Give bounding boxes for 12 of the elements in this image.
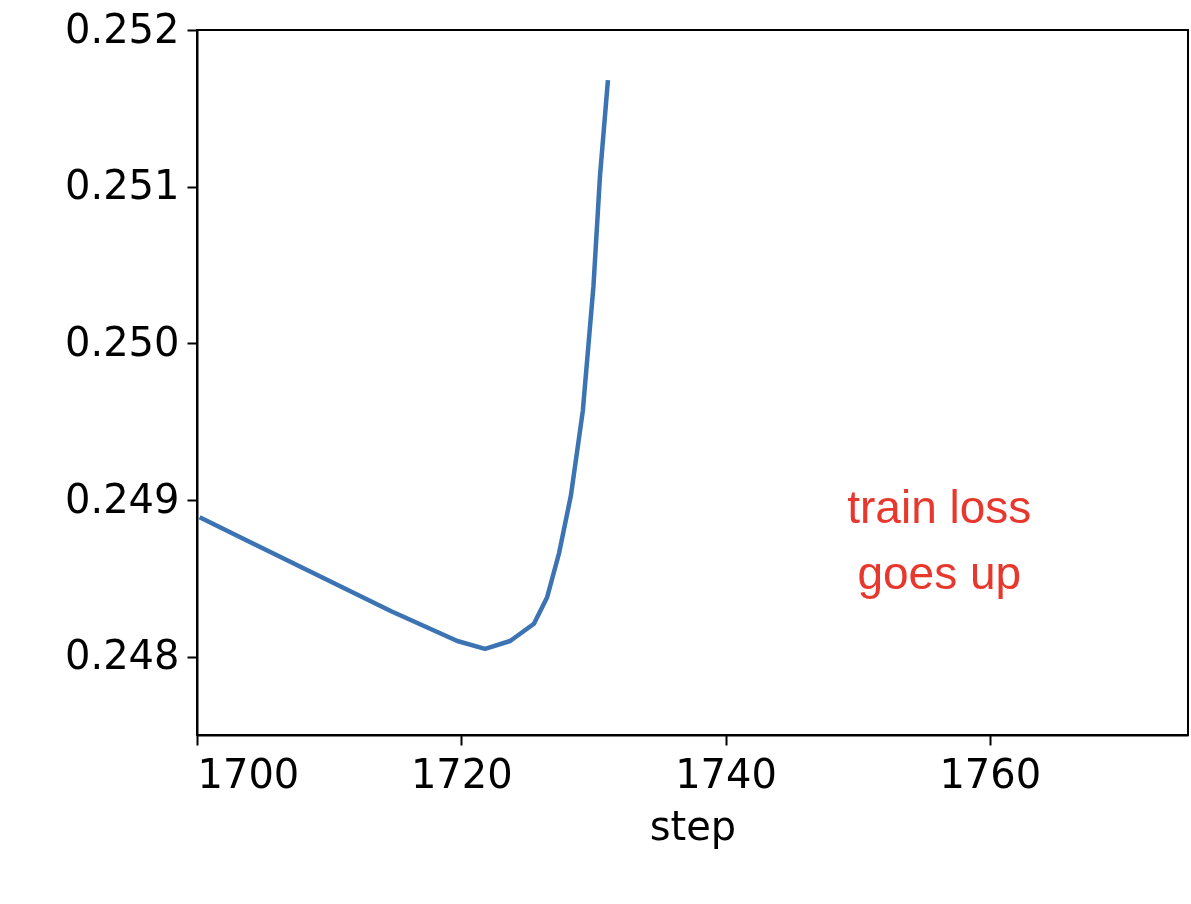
x-axis-title: step bbox=[649, 802, 737, 849]
x-tick-label: 1740 bbox=[675, 750, 777, 797]
line-series bbox=[197, 77, 611, 652]
y-tick-label: 0.251 bbox=[64, 162, 180, 209]
y-tick-label: 0.250 bbox=[64, 318, 180, 365]
x-tick-label: 1700 bbox=[197, 750, 300, 797]
y-tick-label: 0.252 bbox=[64, 5, 180, 52]
y-tick-label: 0.248 bbox=[64, 632, 180, 679]
x-tick-label: 1720 bbox=[410, 750, 513, 797]
y-tick-label: 0.249 bbox=[64, 475, 180, 522]
x-tick-label: 1760 bbox=[939, 750, 1042, 797]
annotation: train loss goes up bbox=[847, 481, 1032, 600]
